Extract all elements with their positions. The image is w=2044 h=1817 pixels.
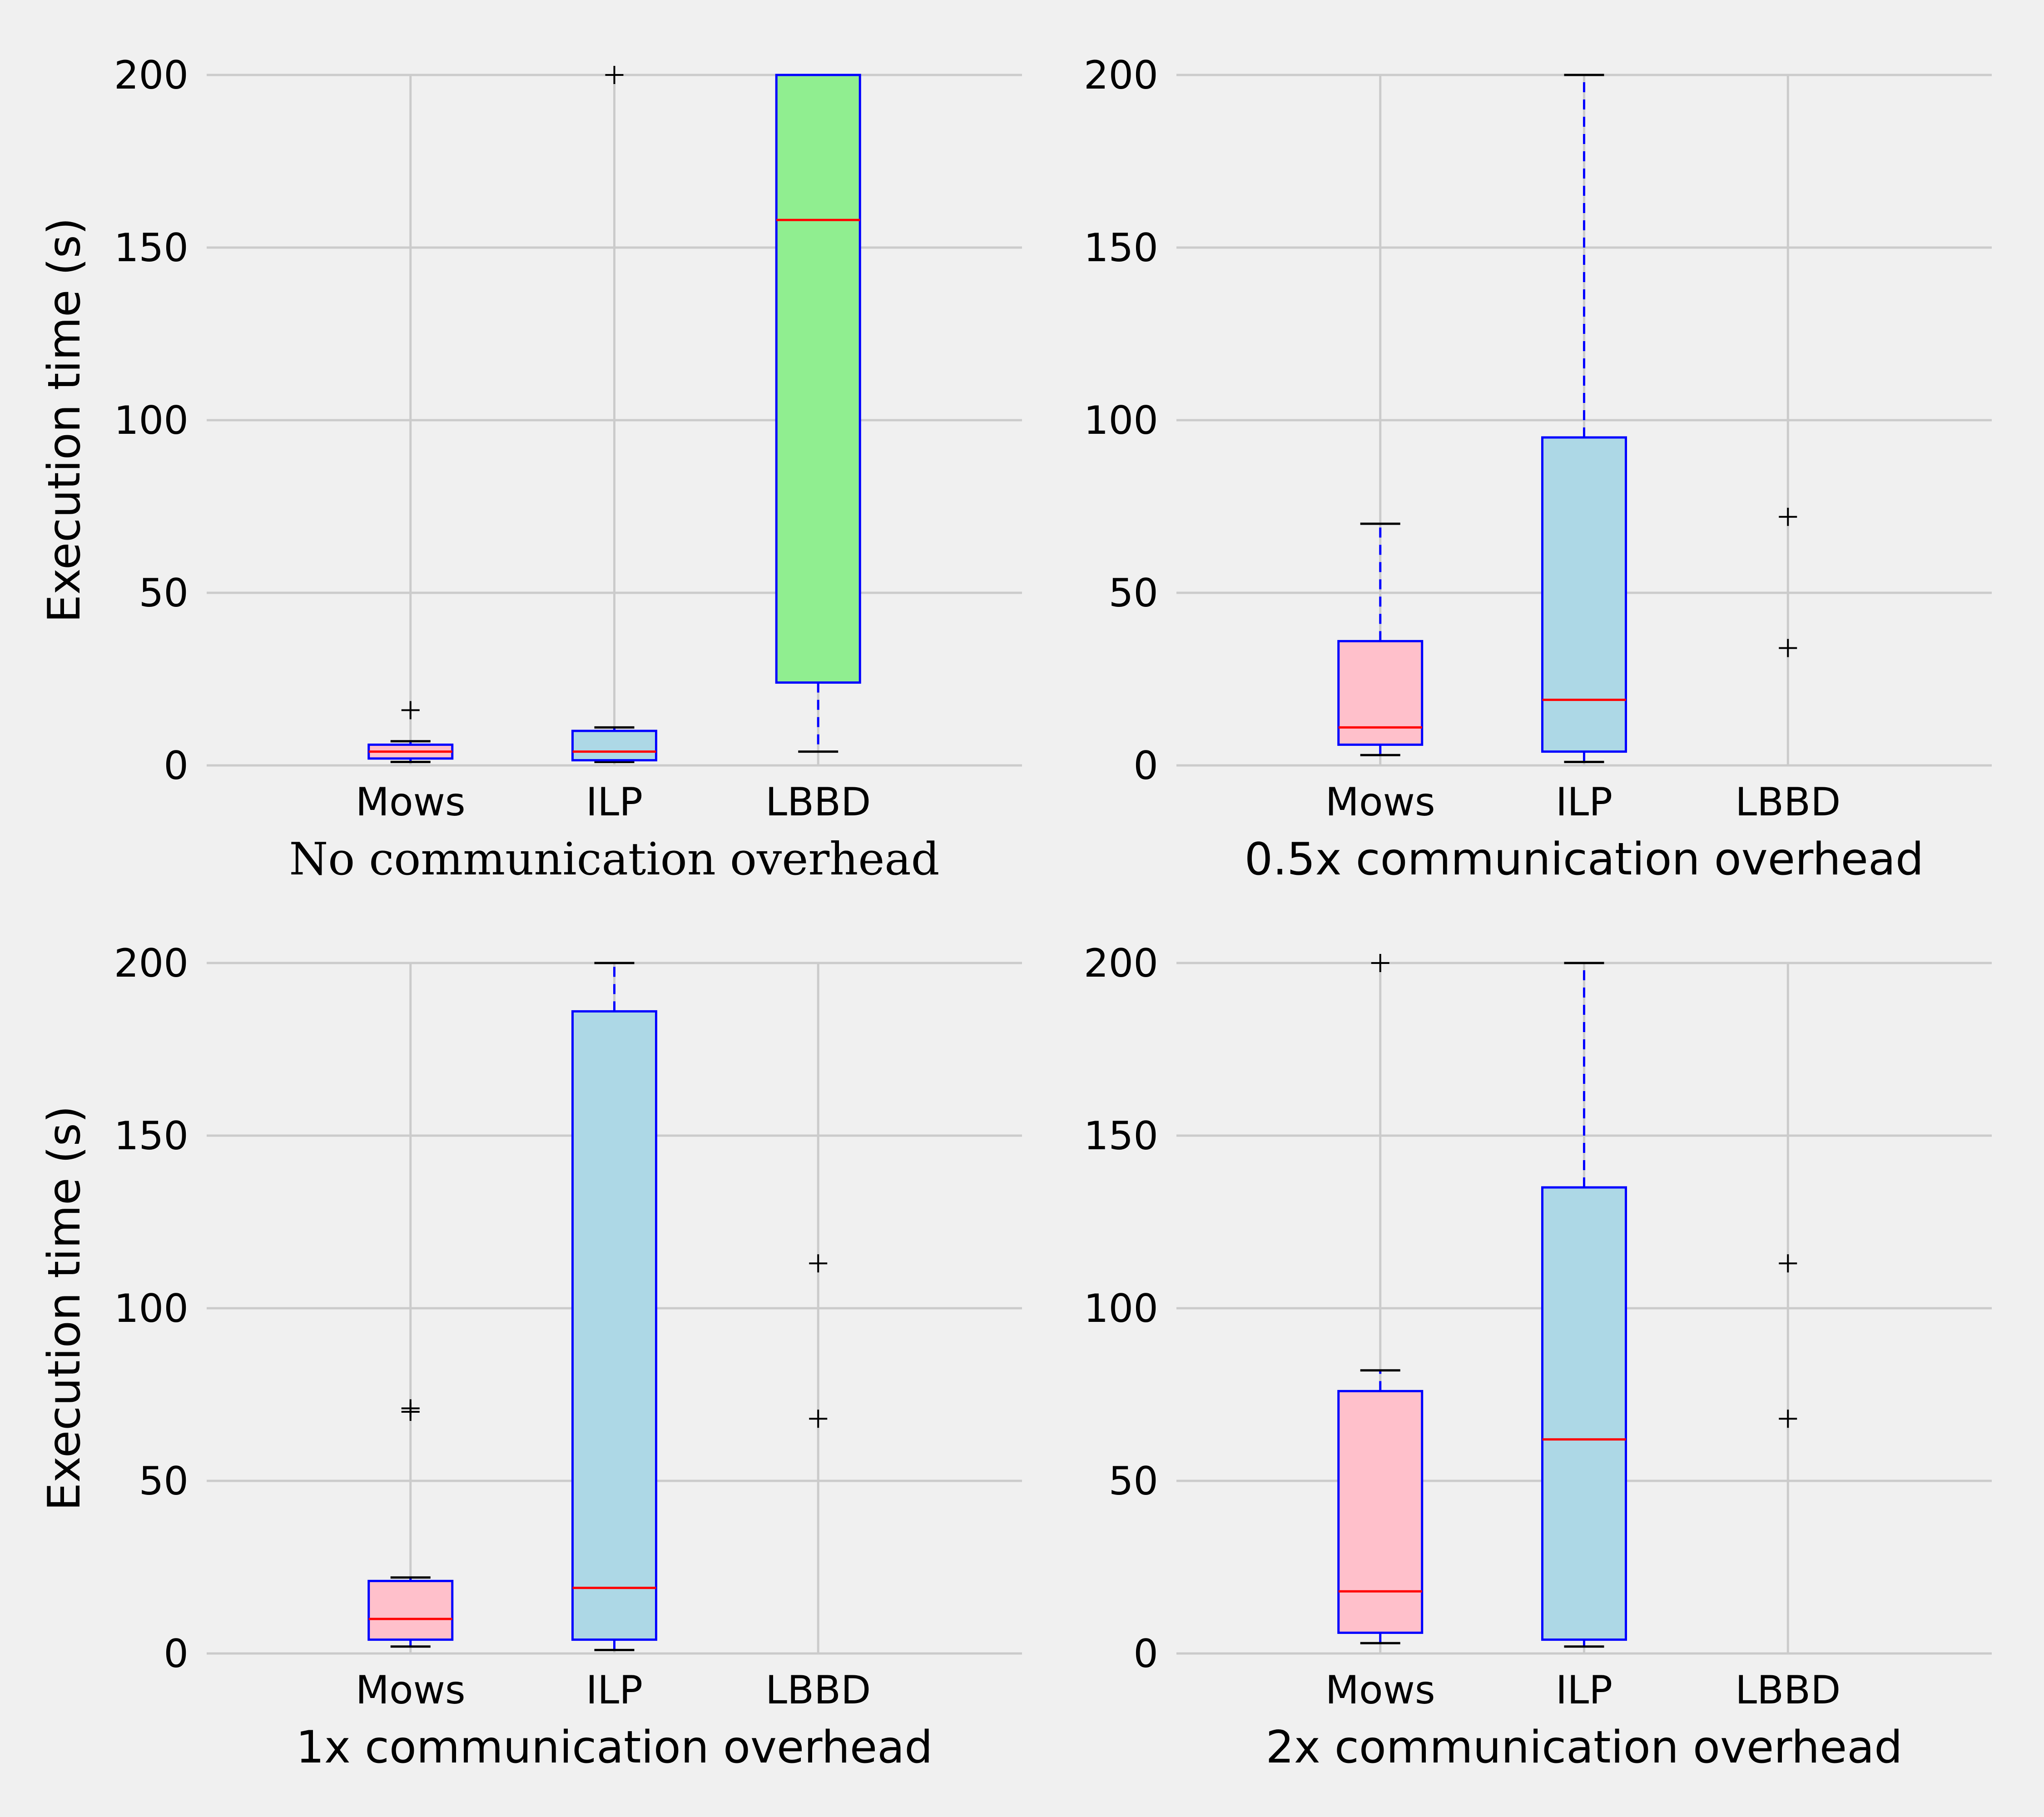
panel-top-right: 0 50 100 150 200 Mows ILP LBBD 0.5x communicatio… — [1084, 53, 1992, 885]
y-axis-title: Execution time (s) — [39, 1106, 90, 1511]
outlier-marker — [809, 1254, 828, 1273]
y-tick-label: 150 — [1084, 1113, 1158, 1159]
iqr-box — [571, 1010, 657, 1641]
box-lbbd — [809, 1254, 828, 1428]
x-tick-label: LBBD — [765, 779, 871, 825]
y-tick-label: 200 — [114, 941, 189, 986]
y-tick-label: 200 — [114, 53, 189, 98]
iqr-box — [1541, 436, 1627, 753]
iqr-box — [571, 730, 657, 762]
box-mows — [367, 701, 454, 763]
subplot-grid: 0 50 100 150 200 Mows ILP LBBD No communication … — [39, 53, 1992, 1773]
iqr-box — [1337, 1390, 1424, 1634]
y-tick-label: 0 — [1133, 743, 1158, 789]
iqr-box — [1337, 640, 1424, 746]
iqr-box — [1541, 1186, 1627, 1641]
x-axis-title: No communication overhead — [289, 834, 939, 885]
y-tick-label: 150 — [1084, 225, 1158, 271]
x-axis-title: 0.5x communication overhead — [1245, 834, 1924, 885]
panel-top-left: 0 50 100 150 200 Mows ILP LBBD No communication … — [39, 53, 1022, 885]
outlier-marker — [1779, 507, 1797, 526]
box-mows — [1337, 522, 1424, 756]
y-tick-label: 200 — [1084, 941, 1158, 986]
y-tick-label: 0 — [164, 743, 189, 789]
box-lbbd — [1779, 1254, 1797, 1428]
box-ilp — [571, 962, 657, 1651]
y-tick-label: 100 — [1084, 398, 1158, 443]
y-tick-label: 0 — [1133, 1631, 1158, 1677]
x-tick-label: Mows — [356, 779, 466, 825]
y-tick-label: 150 — [114, 1113, 189, 1159]
panel-bottom-right: 0 50 100 150 200 Mows ILP LBBD 2x communication … — [1084, 941, 1992, 1773]
box-ilp — [1541, 74, 1627, 763]
y-tick-label: 100 — [114, 1286, 189, 1331]
x-axis-title: 2x communication overhead — [1265, 1722, 1902, 1773]
box-ilp — [571, 66, 657, 763]
x-tick-label: ILP — [586, 779, 643, 825]
x-axis-title: 1x communication overhead — [296, 1722, 933, 1773]
panel-bottom-left: 0 50 100 150 200 Mows ILP LBBD 1x communication … — [39, 941, 1022, 1773]
box-lbbd — [1779, 507, 1797, 657]
x-tick-label: ILP — [1556, 779, 1612, 825]
box-mows — [1337, 954, 1424, 1644]
iqr-box — [775, 74, 861, 684]
iqr-box — [367, 1579, 454, 1641]
x-tick-label: ILP — [586, 1668, 643, 1713]
outlier-marker — [1779, 1410, 1797, 1428]
x-tick-label: ILP — [1556, 1668, 1612, 1713]
x-tick-label: Mows — [356, 1668, 466, 1713]
x-tick-label: LBBD — [765, 1668, 871, 1713]
x-tick-label: Mows — [1325, 779, 1435, 825]
y-tick-label: 0 — [164, 1631, 189, 1677]
x-tick-label: Mows — [1325, 1668, 1435, 1713]
outlier-marker — [1779, 639, 1797, 657]
y-tick-label: 50 — [1109, 571, 1158, 616]
y-axis-title: Execution time (s) — [39, 218, 90, 623]
y-tick-label: 50 — [139, 571, 189, 616]
outlier-marker — [1779, 1254, 1797, 1273]
y-tick-label: 50 — [139, 1459, 189, 1504]
y-tick-label: 50 — [1109, 1459, 1158, 1504]
y-tick-label: 100 — [1084, 1286, 1158, 1331]
outlier-marker — [605, 66, 624, 84]
outlier-marker — [809, 1410, 828, 1428]
outlier-marker — [401, 1399, 420, 1418]
outlier-marker — [401, 701, 420, 720]
x-tick-label: LBBD — [1735, 779, 1841, 825]
box-mows — [367, 1399, 454, 1648]
box-lbbd — [775, 74, 861, 753]
box-ilp — [1541, 962, 1627, 1648]
y-tick-label: 200 — [1084, 53, 1158, 98]
y-tick-label: 100 — [114, 398, 189, 443]
outlier-marker — [1371, 954, 1389, 972]
x-tick-label: LBBD — [1735, 1668, 1841, 1713]
y-tick-label: 150 — [114, 225, 189, 271]
